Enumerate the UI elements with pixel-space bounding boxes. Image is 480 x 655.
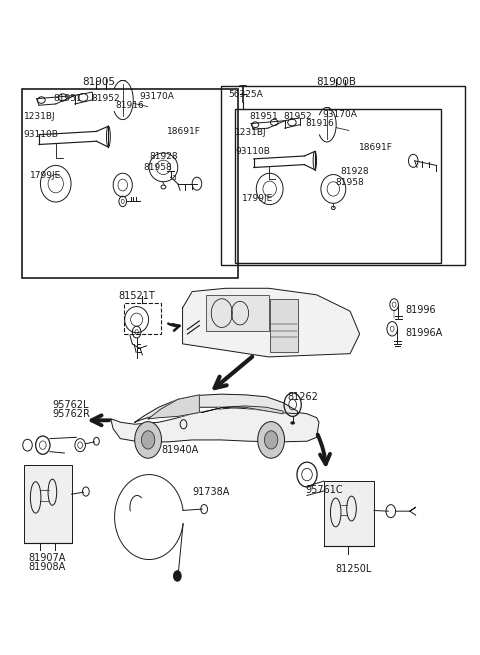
Bar bbox=[22, 89, 238, 278]
Text: 81952: 81952 bbox=[92, 94, 120, 103]
Bar bbox=[24, 465, 72, 543]
Polygon shape bbox=[148, 395, 199, 419]
Text: 18691F: 18691F bbox=[359, 143, 393, 151]
Text: 81951: 81951 bbox=[250, 112, 278, 121]
Circle shape bbox=[264, 431, 278, 449]
Bar bbox=[235, 109, 441, 263]
Circle shape bbox=[258, 422, 285, 458]
Text: 81996A: 81996A bbox=[405, 328, 443, 338]
Text: 93110B: 93110B bbox=[235, 147, 270, 155]
Text: 81996: 81996 bbox=[405, 305, 436, 315]
Text: 81928: 81928 bbox=[149, 152, 178, 160]
Bar bbox=[206, 295, 269, 331]
Text: 95762L: 95762L bbox=[52, 400, 89, 409]
Text: 1799JE: 1799JE bbox=[30, 171, 61, 179]
Text: 1799JE: 1799JE bbox=[242, 194, 274, 202]
Text: 81916: 81916 bbox=[306, 119, 334, 128]
Ellipse shape bbox=[291, 422, 295, 424]
Text: 81905: 81905 bbox=[82, 77, 115, 86]
Circle shape bbox=[174, 571, 181, 581]
Text: 81916: 81916 bbox=[116, 101, 144, 110]
Text: 81952: 81952 bbox=[283, 112, 312, 121]
Text: 93110B: 93110B bbox=[24, 130, 59, 139]
Text: 81907A: 81907A bbox=[28, 553, 66, 563]
Polygon shape bbox=[202, 406, 283, 414]
Text: 81951: 81951 bbox=[53, 94, 82, 103]
Text: 81928: 81928 bbox=[340, 168, 369, 176]
Text: 95761C: 95761C bbox=[305, 485, 343, 495]
Text: 81908A: 81908A bbox=[28, 563, 66, 572]
Text: 1231BJ: 1231BJ bbox=[235, 128, 267, 138]
Polygon shape bbox=[135, 394, 298, 422]
Text: 81940A: 81940A bbox=[161, 445, 198, 455]
Text: 56325A: 56325A bbox=[228, 90, 263, 100]
Text: 81521T: 81521T bbox=[118, 291, 155, 301]
Bar bbox=[324, 481, 374, 546]
Text: 93170A: 93170A bbox=[140, 92, 174, 101]
Circle shape bbox=[142, 431, 155, 449]
Text: 95762R: 95762R bbox=[52, 409, 90, 419]
Text: 1231BJ: 1231BJ bbox=[24, 112, 55, 121]
Bar bbox=[221, 86, 465, 265]
Text: 81958: 81958 bbox=[144, 163, 172, 172]
Polygon shape bbox=[111, 407, 319, 442]
Text: 91738A: 91738A bbox=[192, 487, 229, 497]
Text: 81958: 81958 bbox=[336, 178, 364, 187]
Text: 18691F: 18691F bbox=[167, 127, 201, 136]
Text: 81262: 81262 bbox=[287, 392, 318, 402]
Text: 93170A: 93170A bbox=[323, 110, 357, 119]
Text: 81250L: 81250L bbox=[336, 565, 372, 574]
Bar bbox=[270, 299, 299, 352]
Bar bbox=[124, 303, 160, 334]
Polygon shape bbox=[182, 288, 360, 357]
Circle shape bbox=[135, 422, 161, 458]
Text: 81900B: 81900B bbox=[317, 77, 357, 86]
